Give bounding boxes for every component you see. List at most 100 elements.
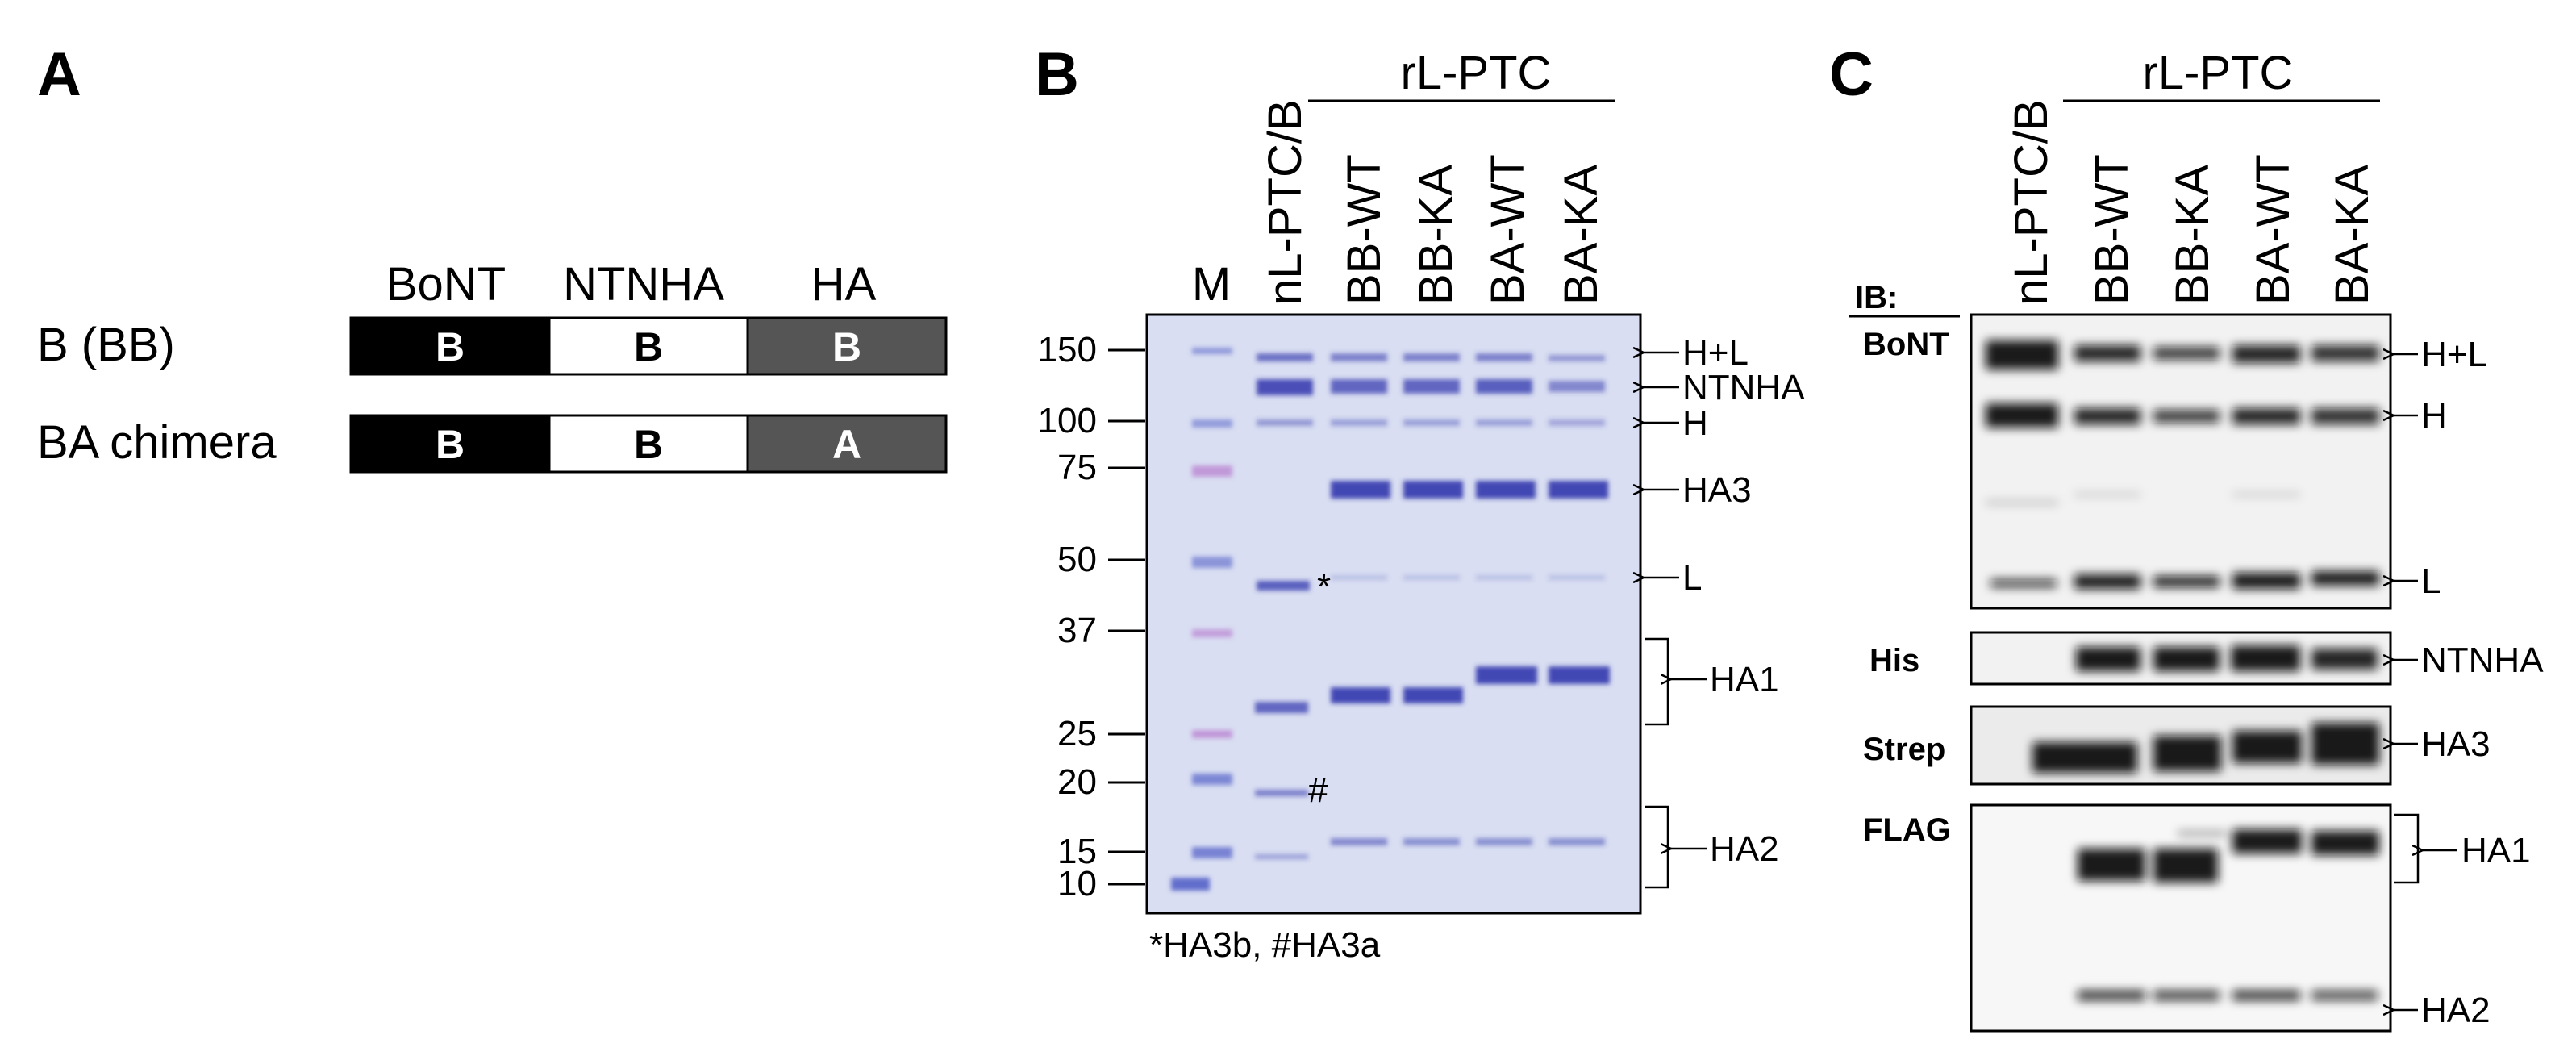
gel-label-h-plus-l: H+L bbox=[1682, 333, 1749, 373]
gel-label-ha1: HA1 bbox=[1710, 660, 1779, 699]
band-ha3b bbox=[1257, 581, 1310, 591]
band-mark-asterisk: * bbox=[1317, 567, 1331, 607]
band-h-plus-l bbox=[1549, 355, 1605, 361]
band-ha3 bbox=[1403, 481, 1463, 499]
mw-label-20: 20 bbox=[1057, 762, 1097, 802]
panel-a: A BoNT NTNHA HA B (BB) B B B BA chimera … bbox=[37, 40, 948, 474]
blot-bands bbox=[2078, 829, 2379, 1000]
blot-label-l: L bbox=[2421, 561, 2441, 601]
gel-label-ha3: HA3 bbox=[1682, 470, 1752, 510]
construct-label-ba: BA chimera bbox=[37, 416, 277, 469]
band-h-plus-l bbox=[1476, 353, 1532, 361]
band-ntnha bbox=[2231, 645, 2300, 671]
band-h-plus-l bbox=[1986, 340, 2058, 369]
segment-ntnha-label: B bbox=[634, 422, 663, 467]
segment-ha-label: A bbox=[832, 422, 861, 467]
blot-bands bbox=[2076, 645, 2378, 671]
band-h-plus-l bbox=[2311, 345, 2379, 361]
ladder-band bbox=[1192, 730, 1232, 738]
ladder-band bbox=[1192, 557, 1232, 568]
band-h bbox=[1257, 419, 1313, 426]
gel-label-ha2: HA2 bbox=[1710, 829, 1779, 869]
band-ha1 bbox=[2311, 831, 2379, 855]
band-h-plus-l bbox=[2232, 345, 2300, 363]
lane-label-ba-ka: BA-KA bbox=[2326, 165, 2378, 305]
mw-label-37: 37 bbox=[1057, 611, 1097, 650]
ib-header: IB: bbox=[1855, 280, 1898, 315]
band-ha3a bbox=[1255, 790, 1308, 796]
mw-label-50: 50 bbox=[1057, 540, 1097, 579]
construct-row-bb: B (BB) B B B bbox=[37, 316, 948, 376]
header-bont: BoNT bbox=[386, 258, 506, 311]
mw-label-100: 100 bbox=[1038, 401, 1097, 440]
blot-label-ha1: HA1 bbox=[2461, 831, 2531, 870]
band-h-plus-l bbox=[1403, 353, 1460, 361]
panel-c-letter: C bbox=[1829, 40, 1874, 109]
band-h bbox=[1331, 419, 1387, 426]
segment-bont bbox=[349, 316, 551, 376]
band-ha3 bbox=[2232, 731, 2302, 763]
ladder-band bbox=[1192, 847, 1232, 858]
construct-label-bb: B (BB) bbox=[37, 319, 175, 371]
band-h-plus-l bbox=[1331, 353, 1387, 361]
band-l bbox=[2311, 571, 2379, 586]
bracket-ha1 bbox=[1645, 637, 1669, 726]
band-faint bbox=[2074, 492, 2140, 497]
band-ha3 bbox=[2311, 723, 2379, 765]
ladder-band bbox=[1192, 348, 1232, 354]
band-faint bbox=[2178, 831, 2226, 836]
gel-label-ntnha: NTNHA bbox=[1682, 368, 1805, 407]
band-h bbox=[1986, 403, 2058, 428]
blot-label-ntnha: NTNHA bbox=[2421, 641, 2544, 680]
band-ha3 bbox=[1476, 481, 1536, 499]
band-l bbox=[2153, 576, 2220, 587]
ladder-band bbox=[1192, 629, 1232, 637]
band-l bbox=[1549, 575, 1605, 580]
band-ntnha bbox=[1257, 379, 1313, 395]
blot-bands bbox=[1986, 340, 2379, 589]
segment-bont-label: B bbox=[436, 324, 465, 369]
band-ha2 bbox=[2232, 991, 2300, 1000]
panel-a-letter: A bbox=[37, 40, 81, 109]
band-ha2 bbox=[1255, 854, 1308, 859]
band-ntnha bbox=[2311, 649, 2378, 670]
lane-label-m: M bbox=[1192, 258, 1231, 311]
band-l bbox=[1476, 575, 1532, 580]
panel-b-letter: B bbox=[1035, 40, 1079, 109]
band-ntnha bbox=[2076, 647, 2140, 671]
mw-label-25: 25 bbox=[1057, 714, 1097, 753]
band-h-plus-l bbox=[2074, 345, 2140, 361]
band-ha2 bbox=[1476, 838, 1532, 845]
band-ha1 bbox=[1476, 666, 1537, 684]
band-ha1 bbox=[1255, 702, 1308, 713]
panel-c: C rL-PTC nL-PTC/B BB-WT BB-KA BA-WT BA-K… bbox=[1829, 40, 2544, 1033]
band-ha1 bbox=[2153, 849, 2218, 883]
band-h bbox=[2153, 410, 2220, 423]
band-ha2 bbox=[1331, 838, 1387, 845]
band-ha2 bbox=[2078, 991, 2145, 1000]
blot-flag: FLAG HA1 HA2 bbox=[1863, 803, 2531, 1033]
blot-his: His NTNHA bbox=[1869, 631, 2544, 686]
ladder-band bbox=[1192, 419, 1232, 428]
lane-label-bb-ka: BB-KA bbox=[2166, 165, 2219, 305]
band-ha2 bbox=[2153, 991, 2220, 1000]
gel-image bbox=[1145, 313, 1642, 915]
band-ha1 bbox=[1403, 687, 1463, 703]
band-h-plus-l bbox=[2153, 347, 2220, 360]
header-ha: HA bbox=[811, 258, 877, 311]
ladder-band bbox=[1192, 465, 1232, 477]
segment-ha bbox=[746, 316, 948, 376]
bracket-ha1 bbox=[2394, 813, 2420, 884]
band-h bbox=[1403, 419, 1460, 426]
band-ntnha bbox=[1331, 379, 1387, 394]
band-h-plus-l bbox=[1257, 353, 1313, 361]
band-ha2 bbox=[1549, 838, 1605, 845]
header-ntnha: NTNHA bbox=[563, 258, 724, 311]
blot-strep: Strep HA3 bbox=[1863, 705, 2491, 786]
blot-bands bbox=[2032, 723, 2379, 773]
lane-label-bb-ka: BB-KA bbox=[1410, 165, 1462, 305]
ladder-band bbox=[1192, 774, 1232, 785]
panel-b: B rL-PTC M nL-PTC/B BB-WT BB-KA BA-WT BA… bbox=[1035, 40, 1805, 965]
gel-right-labels: H+L NTNHA H HA3 L HA1 HA2 bbox=[1644, 333, 1805, 889]
band-faint bbox=[1986, 500, 2058, 505]
